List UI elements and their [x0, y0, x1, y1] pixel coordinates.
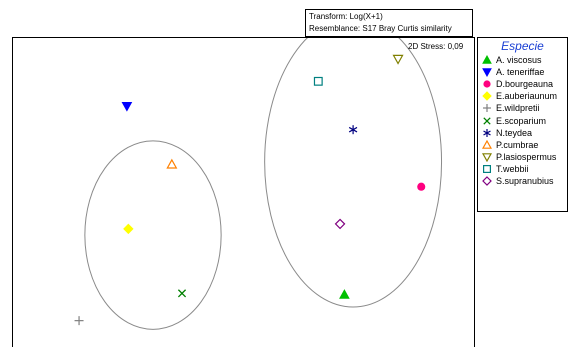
legend-marker-icon: [483, 104, 491, 113]
point-e-auberiaunum: [123, 223, 134, 235]
legend-label: N.teydea: [496, 127, 533, 138]
plot-frame: [12, 37, 475, 347]
legend-item: P.lasiospermus: [478, 151, 567, 163]
point-e-scoparium: [177, 289, 187, 298]
legend-title: Especie: [501, 39, 544, 53]
legend-marker-icon: [483, 128, 491, 137]
point-t-webbii: [313, 76, 323, 86]
legend-item: A. teneriffae: [478, 66, 567, 78]
legend-items: A. viscosus A. teneriffae D.bourgeauna E.au…: [478, 54, 567, 187]
legend-marker-icon: [482, 68, 492, 78]
legend: Especie A. viscosus A. teneriffae D.bourge…: [477, 37, 568, 212]
legend-label: A. viscosus: [496, 55, 542, 66]
point-a-viscosus: [339, 289, 350, 299]
legend-label: D.bourgeauna: [496, 79, 554, 90]
legend-label: E.wildpretii: [496, 103, 540, 114]
group-ellipse-1: [84, 140, 222, 330]
data-points: [74, 54, 426, 326]
legend-marker-icon: [482, 139, 492, 149]
legend-item: A. viscosus: [478, 54, 567, 66]
point-n-teydea: [348, 125, 358, 135]
legend-item: N.teydea: [478, 127, 567, 139]
legend-label: A. teneriffae: [496, 67, 545, 78]
legend-item: E.wildpretii: [478, 102, 567, 114]
legend-label: T.webbii: [496, 163, 529, 174]
legend-item: P.cumbrae: [478, 139, 567, 151]
legend-item: T.webbii: [478, 163, 567, 175]
legend-label: E.auberiaunum: [496, 91, 558, 102]
point-d-bourgeauna: [417, 182, 426, 191]
legend-item: E.scoparium: [478, 114, 567, 126]
transform-info-box: Transform: Log(X+1) Resemblance: S17 Bra…: [305, 9, 473, 37]
legend-label: P.lasiospermus: [496, 151, 557, 162]
point-p-lasiospermus: [392, 54, 404, 65]
legend-item: D.bourgeauna: [478, 78, 567, 90]
transform-label: Transform: Log(X+1): [309, 12, 383, 21]
resemblance-label: Resemblance: S17 Bray Curtis similarity: [309, 24, 452, 33]
legend-marker-icon: [482, 176, 492, 186]
point-s-supranubius: [334, 218, 346, 230]
stress-label: 2D Stress: 0,09: [408, 42, 464, 51]
legend-label: S.supranubius: [496, 175, 554, 186]
point-e-wildpretii: [74, 316, 84, 326]
legend-marker-icon: [482, 91, 492, 102]
legend-label: P.cumbrae: [496, 139, 539, 150]
legend-item: S.supranubius: [478, 175, 567, 187]
legend-marker-icon: [482, 152, 492, 162]
legend-marker-icon: [482, 164, 492, 173]
point-p-cumbrae: [166, 158, 178, 169]
point-a-teneriffae: [121, 102, 133, 112]
legend-label: E.scoparium: [496, 115, 547, 126]
legend-marker-icon: [483, 116, 491, 125]
legend-marker-icon: [483, 80, 491, 88]
legend-marker-icon: [482, 55, 492, 64]
legend-item: E.auberiaunum: [478, 90, 567, 102]
